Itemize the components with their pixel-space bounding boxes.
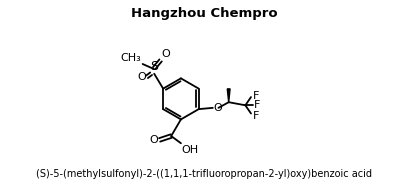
- Text: Hangzhou Chempro: Hangzhou Chempro: [131, 7, 277, 20]
- Text: O: O: [150, 135, 158, 145]
- Text: O: O: [161, 49, 170, 59]
- Text: O: O: [214, 103, 223, 113]
- Text: OH: OH: [182, 145, 199, 155]
- Text: CH₃: CH₃: [121, 53, 142, 63]
- Text: F: F: [253, 111, 259, 121]
- Text: F: F: [253, 90, 259, 100]
- Polygon shape: [227, 89, 230, 102]
- Text: F: F: [254, 100, 260, 110]
- Text: (S)-5-(methylsulfonyl)-2-((1,1,1-trifluoropropan-2-yl)oxy)benzoic acid: (S)-5-(methylsulfonyl)-2-((1,1,1-trifluo…: [36, 169, 372, 179]
- Text: O: O: [137, 72, 146, 82]
- Text: S: S: [150, 60, 158, 73]
